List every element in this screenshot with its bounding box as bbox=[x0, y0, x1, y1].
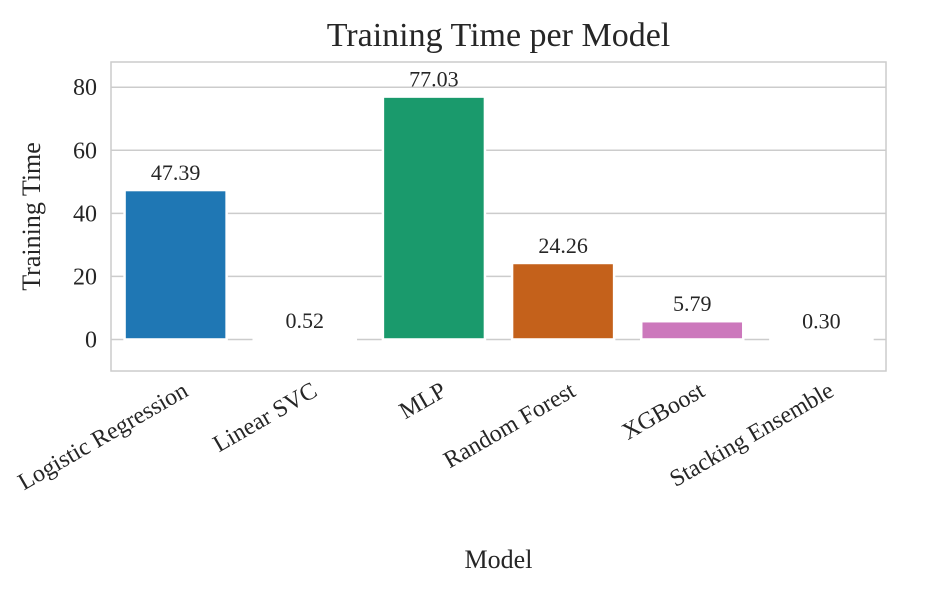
x-tick-label-mlp: MLP bbox=[395, 378, 451, 425]
bar-mlp bbox=[381, 95, 487, 341]
y-axis-ticks: 0 20 40 60 80 bbox=[73, 75, 97, 353]
data-label-random-forest: 24.26 bbox=[538, 233, 588, 258]
bar-stacking-ensemble bbox=[769, 337, 874, 341]
chart-title: Training Time per Model bbox=[327, 17, 671, 54]
x-axis-label: Model bbox=[465, 545, 533, 574]
bars bbox=[123, 95, 874, 341]
data-label-linear-svc: 0.52 bbox=[286, 308, 325, 333]
bar-random-forest bbox=[510, 261, 616, 341]
gridlines bbox=[111, 86, 886, 341]
y-tick-label-20: 20 bbox=[73, 264, 97, 290]
data-label-xgboost: 5.79 bbox=[673, 291, 712, 316]
x-tick-label-linear-svc: Linear SVC bbox=[209, 378, 322, 458]
data-label-mlp: 77.03 bbox=[409, 67, 459, 92]
y-tick-label-40: 40 bbox=[73, 201, 97, 227]
bar-xgboost bbox=[639, 319, 745, 341]
plot-frame bbox=[110, 61, 887, 372]
y-tick-label-0: 0 bbox=[85, 327, 97, 353]
y-tick-label-60: 60 bbox=[73, 138, 97, 164]
data-label-stacking-ensemble: 0.30 bbox=[802, 309, 841, 334]
y-axis-label: Training Time bbox=[17, 142, 46, 291]
data-labels: 47.39 0.52 77.03 24.26 5.79 0.30 bbox=[151, 67, 841, 334]
bar-linear-svc bbox=[252, 336, 358, 341]
x-tick-label-random-forest: Random Forest bbox=[439, 378, 580, 474]
x-tick-label-xgboost: XGBoost bbox=[618, 378, 710, 446]
data-label-logistic-regression: 47.39 bbox=[151, 160, 201, 185]
y-tick-label-80: 80 bbox=[73, 75, 97, 101]
x-tick-label-logistic-regression: Logistic Regression bbox=[14, 378, 193, 496]
bar-logistic-regression bbox=[123, 188, 228, 341]
